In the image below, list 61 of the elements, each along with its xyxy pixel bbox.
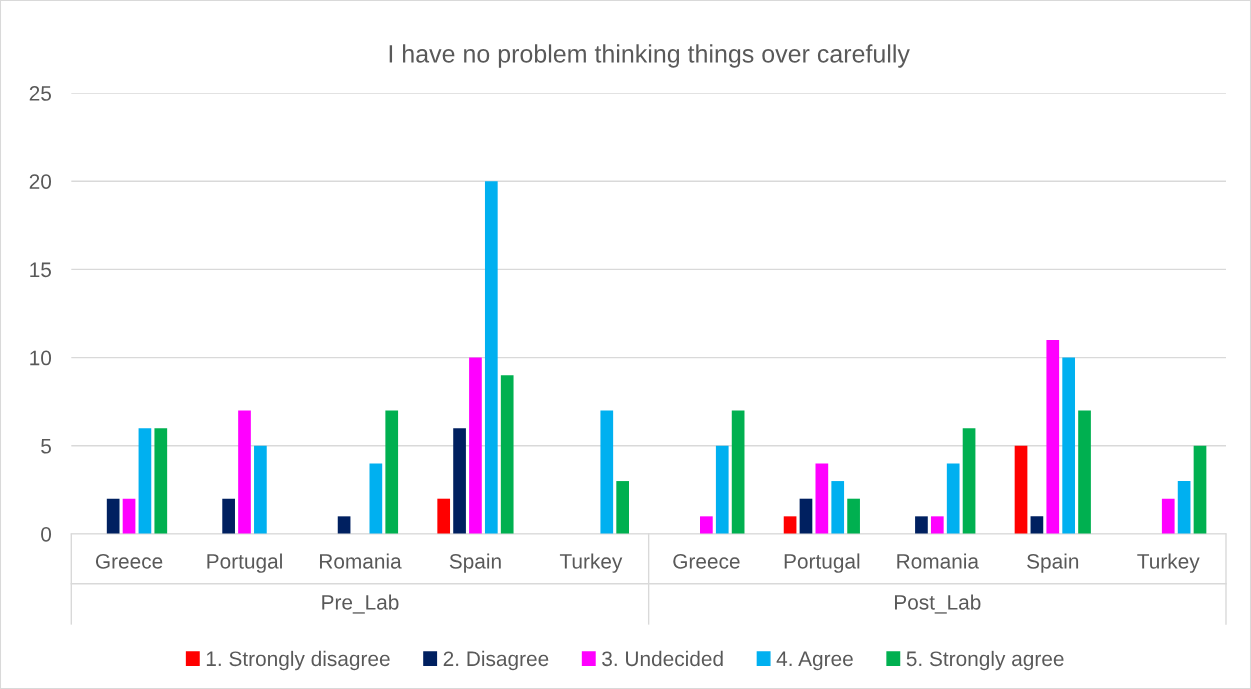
bar: [1078, 410, 1091, 534]
bar: [831, 481, 845, 534]
x-tick-label: Turkey: [559, 553, 623, 573]
bar: [847, 498, 860, 534]
bar: [715, 445, 729, 534]
x-tick-label: Portugal: [207, 553, 282, 573]
bar: [254, 445, 267, 534]
bar: [1046, 339, 1060, 534]
x-tick-label: Spain: [449, 553, 501, 573]
y-tick-label: 0: [41, 526, 52, 542]
bar: [915, 516, 928, 534]
legend-label: 4. Agree: [776, 651, 853, 671]
legend-label: 3. Undecided: [602, 650, 723, 667]
bar: [962, 428, 976, 534]
bar: [106, 498, 120, 534]
bar: [1062, 357, 1076, 534]
x-tick-label: Romania: [320, 553, 402, 569]
y-tick-label: 5: [41, 439, 51, 454]
bar: [1177, 481, 1191, 534]
bar: [815, 463, 829, 534]
bar: [122, 498, 136, 534]
x-tick-label: Romania: [897, 553, 979, 569]
bar: [369, 463, 383, 534]
bar: [484, 181, 498, 534]
y-tick-label: 10: [30, 350, 52, 366]
bar: [783, 516, 797, 534]
bar: [469, 357, 482, 534]
bar: [700, 516, 713, 534]
bar: [222, 498, 235, 534]
bar: [385, 410, 399, 534]
legend-label: 1. Strongly disagree: [206, 650, 390, 671]
bar: [337, 516, 351, 534]
bar: [1193, 445, 1207, 534]
y-tick-label: 15: [30, 262, 51, 278]
chart-title: I have no problem thinking things over carefully: [389, 44, 910, 68]
bar: [616, 481, 630, 534]
bar: [731, 410, 745, 534]
bar: [1161, 498, 1175, 534]
bar: [799, 498, 813, 534]
y-tick-label: 20: [29, 174, 52, 189]
text: Post_Lab: [895, 594, 981, 614]
bar: [930, 516, 944, 534]
legend-label: 2. Disagree: [443, 650, 549, 671]
x-tick-label: Spain: [1027, 553, 1079, 573]
bar: [1030, 516, 1044, 534]
bar: [500, 375, 514, 534]
bar: [437, 498, 451, 534]
text: Pre_Lab: [322, 594, 399, 614]
bar: [238, 410, 251, 534]
bar: [946, 463, 960, 534]
x-tick-label: Turkey: [1137, 553, 1200, 573]
bar: [138, 428, 152, 534]
bar: [600, 410, 614, 534]
legend-label: 5. Strongly agree: [906, 650, 1064, 671]
x-tick-label: Greece: [95, 553, 163, 569]
bar: [154, 428, 168, 534]
bar: [453, 428, 466, 534]
x-tick-label: Portugal: [784, 553, 860, 573]
x-tick-label: Greece: [673, 553, 740, 569]
bar: [1014, 445, 1028, 534]
y-tick-label: 25: [29, 86, 51, 101]
